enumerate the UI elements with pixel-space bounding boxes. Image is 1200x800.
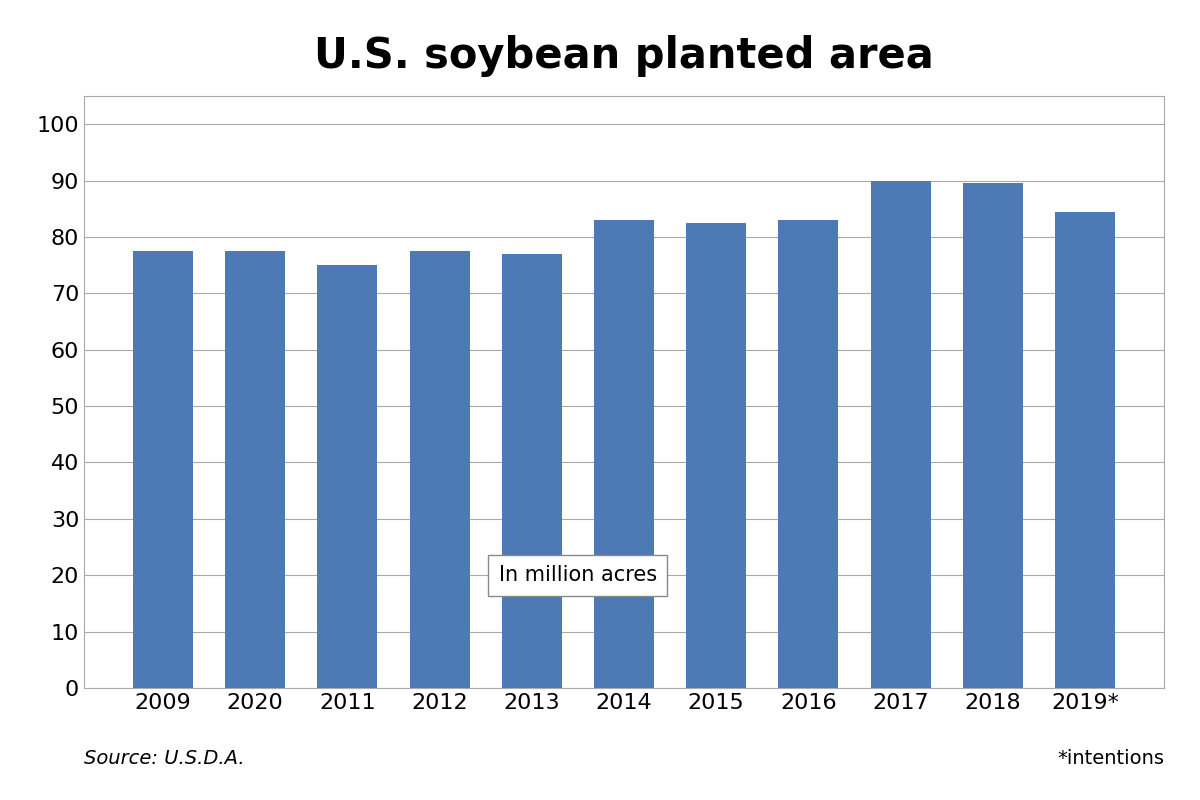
Bar bbox=[779, 220, 839, 688]
Bar bbox=[409, 251, 469, 688]
Bar bbox=[133, 251, 193, 688]
Bar bbox=[1055, 211, 1115, 688]
Bar bbox=[594, 220, 654, 688]
Bar bbox=[962, 183, 1022, 688]
Title: U.S. soybean planted area: U.S. soybean planted area bbox=[314, 35, 934, 78]
Text: In million acres: In million acres bbox=[499, 566, 656, 586]
Bar bbox=[318, 265, 377, 688]
Bar bbox=[502, 254, 562, 688]
Bar bbox=[871, 181, 930, 688]
Text: Source: U.S.D.A.: Source: U.S.D.A. bbox=[84, 749, 245, 768]
Bar bbox=[226, 251, 286, 688]
Bar bbox=[686, 223, 746, 688]
Text: *intentions: *intentions bbox=[1057, 749, 1164, 768]
